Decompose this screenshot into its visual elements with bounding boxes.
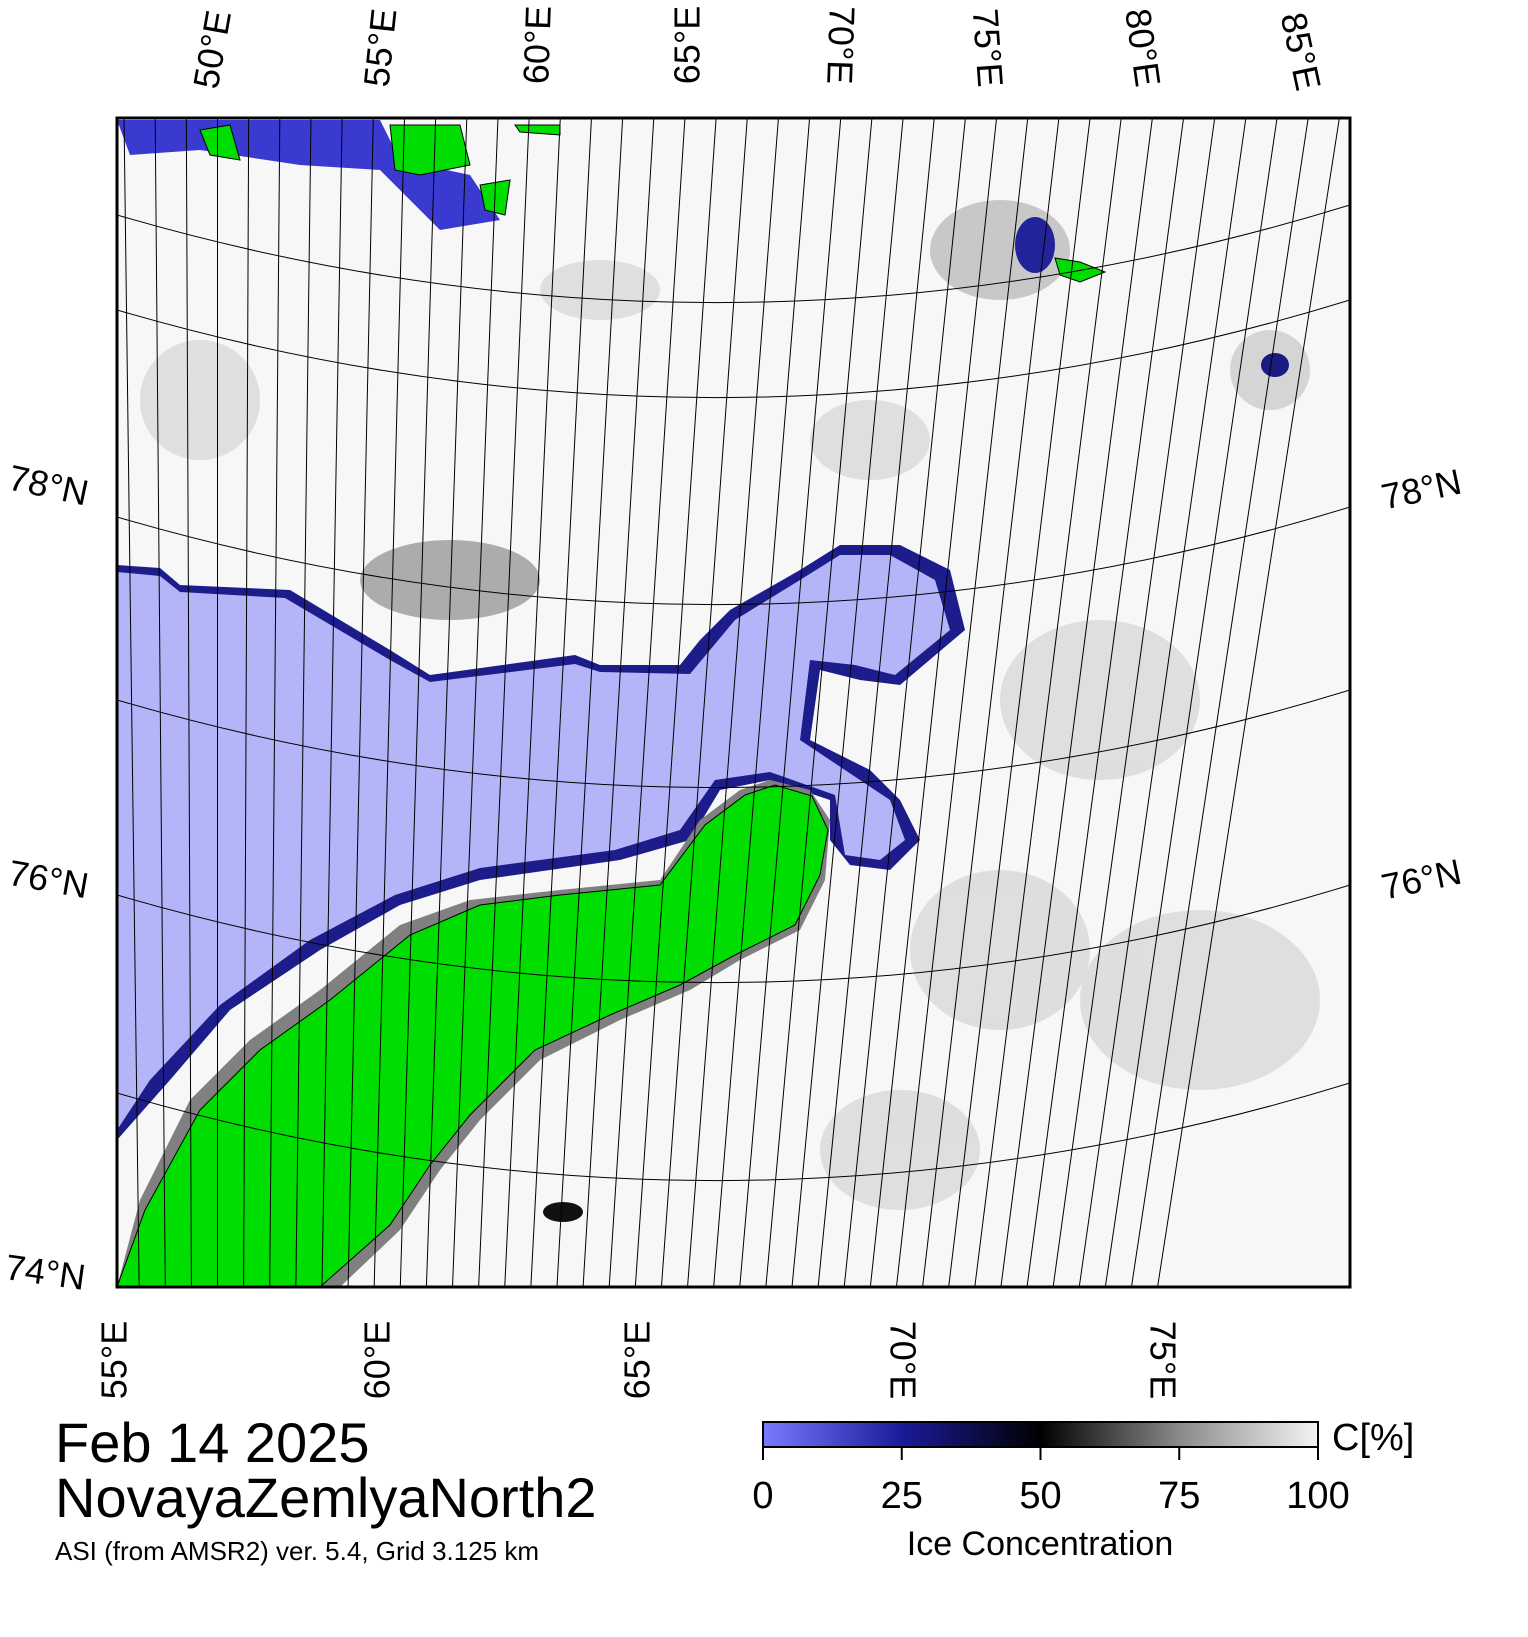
map-area [60, 40, 1350, 1290]
meridian [504, 118, 561, 1287]
polynya [543, 1202, 583, 1222]
coordinate-label: 74°N [3, 1246, 88, 1298]
meridian [1026, 118, 1185, 1287]
colorbar-tick-label: 75 [1158, 1475, 1200, 1517]
coordinate-label: 50°E [185, 7, 239, 91]
meridian [478, 118, 530, 1287]
coordinate-label: 70°E [819, 5, 863, 85]
meridian [660, 118, 748, 1287]
coordinate-label: 65°E [667, 6, 708, 84]
meridian [295, 118, 312, 1287]
coordinate-label: 60°E [515, 5, 559, 85]
polynya [1015, 217, 1055, 273]
parallel [117, 1082, 1350, 1181]
meridian [123, 118, 140, 1287]
colorbar-tick-label: 100 [1286, 1475, 1349, 1517]
meridian [739, 118, 842, 1287]
meridian [556, 118, 624, 1287]
ice-texture [140, 200, 1320, 1210]
meridian [791, 118, 904, 1287]
coordinate-label: 55°E [94, 1321, 135, 1399]
colorbar-ticks: 0 25 50 75 100 [752, 1447, 1350, 1517]
parallel [117, 299, 1350, 398]
coordinate-label: 75°E [1142, 1321, 1183, 1399]
colorbar-tick-label: 0 [752, 1475, 773, 1517]
coordinate-label: 80°E [1117, 6, 1169, 89]
parallel [117, 884, 1350, 983]
meridian [895, 118, 1029, 1287]
meridian [974, 118, 1122, 1287]
meridian [1078, 118, 1247, 1287]
meridian [60, 40, 87, 1290]
meridian [869, 118, 998, 1287]
colorbar-unit: C[%] [1332, 1417, 1414, 1459]
meridian [530, 118, 592, 1287]
meridian [243, 118, 250, 1287]
coordinate-label: 76°N [5, 852, 91, 906]
meridian [452, 118, 499, 1287]
coordinate-label: 55°E [356, 7, 405, 89]
meridian [185, 118, 192, 1287]
region: NovayaZemlyaNorth2 [55, 1466, 597, 1529]
parallel [117, 506, 1350, 605]
graticule [60, 40, 1350, 1290]
meridian [269, 118, 281, 1287]
meridian [1000, 118, 1153, 1287]
meridian [1130, 118, 1309, 1287]
coordinate-label: 76°N [1378, 851, 1465, 908]
colorbar [762, 1421, 1319, 1448]
meridian [1104, 118, 1278, 1287]
coordinate-label: 65°E [617, 1321, 658, 1399]
polynya [1261, 353, 1289, 377]
colorbar-tick-label: 50 [1019, 1475, 1061, 1517]
colorbar-label: Ice Concentration [907, 1525, 1174, 1563]
source: ASI (from AMSR2) ver. 5.4, Grid 3.125 km [55, 1536, 539, 1566]
meridian [154, 118, 166, 1287]
fast-ice [117, 555, 950, 1130]
meridian [608, 118, 686, 1287]
meridian [373, 118, 405, 1287]
meridian [1157, 118, 1340, 1287]
map-frame [115, 116, 1352, 1289]
meridian [922, 118, 1060, 1287]
land [117, 784, 829, 1287]
meridian [1052, 118, 1216, 1287]
meridian [713, 118, 811, 1287]
meridian [817, 118, 935, 1287]
coordinate-label: 60°E [357, 1321, 398, 1399]
meridian [425, 118, 468, 1287]
meridian [765, 118, 873, 1287]
colorbar-tick-label: 25 [881, 1475, 923, 1517]
meridian [92, 40, 114, 1290]
coordinate-labels: 50°E 55°E 60°E 65°E 70°E 75°E 80°E 85°E 55°E 60°E… [3, 5, 1465, 1399]
coordinate-label: 70°E [882, 1321, 923, 1399]
meridian [582, 118, 655, 1287]
coordinate-label: 78°N [5, 457, 92, 514]
parallel [117, 689, 1350, 788]
meridian [399, 118, 437, 1287]
meridian [347, 118, 374, 1287]
date: Feb 14 2025 [55, 1411, 369, 1474]
meridian [687, 118, 779, 1287]
meridian [321, 118, 343, 1287]
meridian [634, 118, 717, 1287]
coordinate-label: 78°N [1378, 461, 1465, 518]
meridian [948, 118, 1091, 1287]
meridian [843, 118, 966, 1287]
coordinate-label: 75°E [965, 7, 1011, 88]
coordinate-label: 85°E [1273, 9, 1329, 94]
